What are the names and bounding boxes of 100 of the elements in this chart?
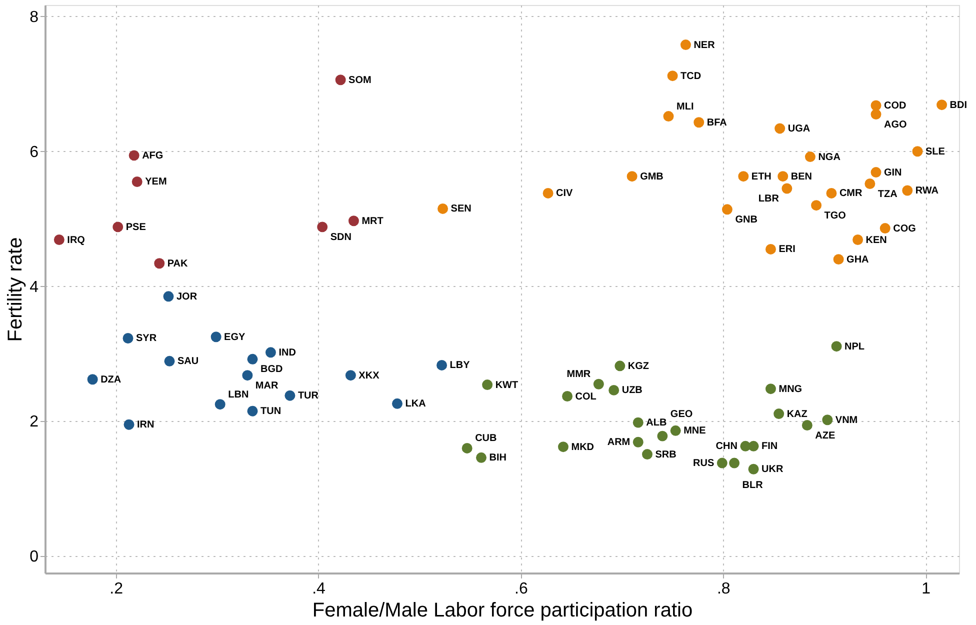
data-label: VNM — [835, 414, 858, 426]
y-tick-label: 0 — [30, 548, 39, 566]
data-label: GIN — [884, 167, 902, 178]
data-label: TGO — [824, 210, 846, 222]
point — [852, 234, 864, 245]
data-label: NER — [694, 40, 716, 51]
point — [804, 152, 816, 162]
data-label: ARM — [607, 437, 630, 448]
point — [210, 332, 222, 342]
y-axis-title: Fertility rate — [4, 237, 27, 342]
point — [317, 222, 328, 232]
point — [738, 171, 749, 182]
data-label: SRB — [655, 449, 676, 460]
point — [802, 420, 812, 430]
x-tick-label: .8 — [716, 580, 730, 598]
point — [132, 176, 142, 187]
y-tick-label: 6 — [30, 144, 39, 161]
y-tick-label: 4 — [30, 278, 39, 296]
data-label: DZA — [100, 374, 122, 386]
data-label: RUS — [693, 458, 714, 470]
data-label: ERI — [778, 244, 796, 256]
data-label: SAU — [178, 356, 199, 368]
point — [562, 391, 573, 402]
point — [811, 200, 822, 211]
data-label: EGY — [224, 332, 246, 343]
point — [438, 203, 448, 214]
point — [722, 204, 732, 215]
data-label: XKX — [358, 370, 380, 382]
point — [880, 223, 890, 234]
point — [593, 378, 604, 390]
data-label: CMR — [839, 188, 864, 200]
data-label: PSE — [126, 222, 146, 233]
point — [822, 414, 833, 426]
point — [112, 222, 124, 232]
point — [626, 171, 638, 182]
point — [163, 291, 174, 302]
data-label: FIN — [762, 441, 778, 452]
x-tick-label: 1 — [922, 580, 931, 598]
point — [462, 442, 472, 454]
point — [392, 398, 402, 409]
data-label: BFA — [706, 117, 727, 128]
x-tick-label: .6 — [514, 580, 528, 598]
point — [54, 234, 64, 245]
data-label: ETH — [751, 171, 772, 182]
data-label: SDN — [330, 232, 352, 243]
point — [476, 452, 486, 463]
point — [774, 123, 786, 134]
point — [87, 374, 98, 385]
point — [345, 370, 356, 381]
data-label: BDI — [950, 100, 968, 111]
point — [247, 354, 258, 364]
data-label: TUR — [298, 390, 320, 402]
point — [154, 258, 165, 269]
data-label: AFG — [142, 150, 164, 162]
point — [663, 111, 674, 122]
data-label: SEN — [450, 204, 472, 215]
point — [284, 390, 296, 401]
data-label: IRN — [137, 420, 154, 431]
data-label: RWA — [915, 186, 939, 197]
point — [214, 399, 226, 410]
x-tick-label: .2 — [110, 580, 124, 598]
data-label: COG — [893, 223, 916, 234]
y-tick-label: 8 — [30, 8, 39, 26]
point — [164, 356, 175, 366]
data-label: AGO — [884, 119, 907, 130]
point — [667, 70, 678, 82]
point — [558, 442, 568, 452]
point — [748, 440, 759, 452]
data-label: BIH — [489, 452, 506, 464]
data-label: CIV — [556, 188, 574, 200]
data-label: GEO — [670, 409, 693, 420]
data-label: GHA — [846, 254, 869, 266]
point — [864, 178, 876, 189]
data-label: COL — [575, 391, 596, 402]
data-label: SYR — [136, 333, 158, 344]
data-label: COD — [884, 100, 906, 112]
point — [833, 254, 844, 265]
data-label: MMR — [566, 369, 592, 380]
data-label: UKR — [762, 464, 784, 476]
data-label: BEN — [790, 171, 812, 182]
data-label: MNE — [684, 426, 706, 437]
point — [657, 430, 668, 442]
point — [124, 419, 134, 430]
data-label: TUN — [260, 406, 282, 418]
data-label: UZB — [622, 385, 642, 396]
point — [670, 425, 681, 436]
data-label: AZE — [815, 430, 836, 442]
point — [632, 417, 644, 428]
point — [936, 100, 948, 110]
data-label: JOR — [176, 291, 198, 302]
data-label: LBN — [228, 389, 249, 400]
data-label: LKA — [405, 398, 426, 410]
point — [122, 333, 134, 344]
data-label: GMB — [640, 171, 664, 182]
data-label: LBY — [450, 360, 470, 372]
point — [247, 406, 258, 416]
point — [774, 408, 784, 420]
point — [912, 146, 923, 157]
data-label: MAR — [255, 380, 279, 392]
point — [870, 167, 882, 178]
